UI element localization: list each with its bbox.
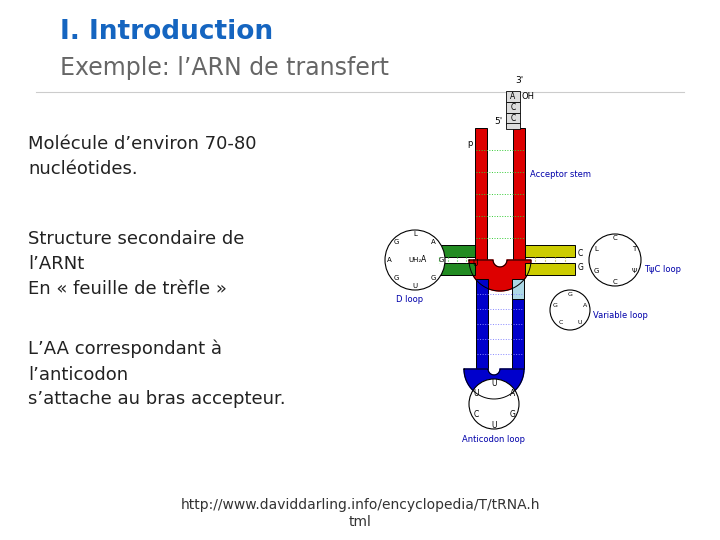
Text: G: G xyxy=(552,302,557,308)
Text: A: A xyxy=(431,239,436,245)
Polygon shape xyxy=(464,369,524,399)
Text: U: U xyxy=(491,379,497,388)
Bar xyxy=(512,279,524,299)
Text: 3': 3' xyxy=(515,76,523,85)
Bar xyxy=(506,113,520,124)
Text: A: A xyxy=(420,255,426,265)
Text: G: G xyxy=(578,262,584,272)
Text: C: C xyxy=(510,103,516,112)
Text: A: A xyxy=(387,257,392,263)
Bar xyxy=(506,102,520,113)
Text: Variable loop: Variable loop xyxy=(593,310,648,320)
Text: G: G xyxy=(438,257,444,263)
Bar xyxy=(512,299,524,369)
Text: OH: OH xyxy=(522,92,535,101)
Text: C: C xyxy=(510,114,516,123)
Text: I. Introduction: I. Introduction xyxy=(60,19,273,45)
Text: 5': 5' xyxy=(494,117,503,126)
Circle shape xyxy=(385,230,445,290)
Bar xyxy=(525,245,575,257)
Bar xyxy=(506,123,520,129)
Text: T: T xyxy=(632,246,636,252)
Text: A: A xyxy=(510,92,516,101)
Text: C: C xyxy=(613,235,617,241)
Text: Molécule d’environ 70-80
nucléotides.: Molécule d’environ 70-80 nucléotides. xyxy=(28,135,256,178)
Text: G: G xyxy=(431,275,436,281)
Bar xyxy=(525,263,575,275)
Text: G: G xyxy=(567,292,572,296)
Text: Exemple: l’ARN de transfert: Exemple: l’ARN de transfert xyxy=(60,56,389,80)
Text: C: C xyxy=(473,410,478,419)
Text: U: U xyxy=(491,421,497,429)
Text: U: U xyxy=(413,283,418,289)
Text: L: L xyxy=(594,246,598,252)
Polygon shape xyxy=(469,260,531,291)
Bar xyxy=(513,128,525,260)
Text: G: G xyxy=(394,275,400,281)
Text: L: L xyxy=(413,231,417,237)
Text: U: U xyxy=(472,260,478,268)
Text: UH₂: UH₂ xyxy=(408,257,422,263)
Text: C: C xyxy=(613,279,617,285)
Text: http://www.daviddarling.info/encyclopedia/T/tRNA.h
tml: http://www.daviddarling.info/encyclopedi… xyxy=(180,498,540,529)
Text: Ψ: Ψ xyxy=(631,268,636,274)
Circle shape xyxy=(550,290,590,330)
Bar xyxy=(476,279,488,369)
Text: U: U xyxy=(473,389,479,398)
Text: G: G xyxy=(593,268,598,274)
Bar xyxy=(430,263,475,275)
Text: Anticodon loop: Anticodon loop xyxy=(462,435,526,444)
Text: U: U xyxy=(577,320,582,326)
Text: G: G xyxy=(394,239,400,245)
Circle shape xyxy=(589,234,641,286)
Circle shape xyxy=(469,379,519,429)
Text: TψC loop: TψC loop xyxy=(644,266,681,274)
Text: L’AA correspondant à
l’anticodon
s’attache au bras accepteur.: L’AA correspondant à l’anticodon s’attac… xyxy=(28,340,286,408)
Text: G: G xyxy=(509,410,515,419)
Text: C: C xyxy=(559,320,563,326)
Text: Structure secondaire de
l’ARNt
En « feuille de trèfle »: Structure secondaire de l’ARNt En « feui… xyxy=(28,230,244,298)
Text: Acceptor stem: Acceptor stem xyxy=(530,170,591,179)
Bar xyxy=(506,91,520,102)
Text: C: C xyxy=(578,248,583,258)
Text: p: p xyxy=(467,138,473,147)
Bar xyxy=(475,128,487,260)
Text: D loop: D loop xyxy=(397,295,423,304)
Bar xyxy=(430,245,475,257)
Text: A: A xyxy=(583,302,588,308)
Text: A: A xyxy=(510,389,515,398)
